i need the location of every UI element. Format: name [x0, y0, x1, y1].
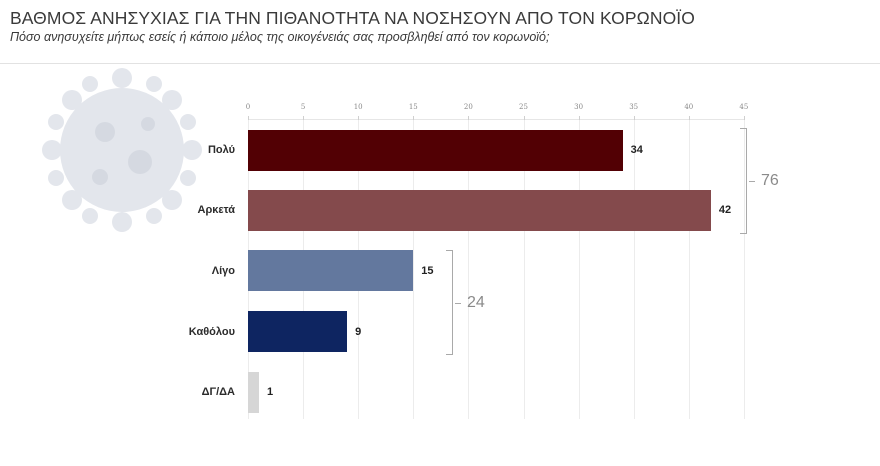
category-label: Καθόλου [188, 325, 235, 338]
gridline [743, 119, 745, 419]
bracket-tick [455, 302, 461, 304]
category-label: Λίγο [211, 264, 235, 277]
axis-tick [413, 116, 415, 120]
bracket-tick [749, 181, 755, 183]
value-label: 1 [267, 386, 274, 398]
x-tick-label: 10 [353, 103, 363, 111]
bar [248, 129, 623, 171]
x-tick-label: 25 [519, 103, 528, 111]
axis-tick [248, 116, 249, 120]
bar [248, 189, 711, 231]
axis-tick [358, 116, 360, 120]
chart-title: ΒΑΘΜΟΣ ΑΝΗΣΥΧΙΑΣ ΓΙΑ ΤΗΝ ΠΙΘΑΝΟΤΗΤΑ ΝΑ Ν… [10, 8, 695, 28]
value-label: 34 [630, 144, 643, 156]
gridline [688, 119, 690, 419]
x-axis-line [248, 119, 745, 120]
axis-tick [688, 116, 690, 120]
x-tick-label: 30 [574, 103, 584, 111]
value-label: 9 [355, 325, 362, 338]
category-label: ΔΓ/ΔΑ [201, 386, 235, 398]
axis-tick [743, 116, 745, 120]
bar [248, 311, 348, 352]
chart-subtitle: Πόσο ανησυχείτε μήπως εσείς ή κάποιο μέλ… [10, 30, 550, 44]
gridline [468, 119, 470, 419]
bar [248, 371, 260, 413]
group-bracket [446, 250, 453, 355]
gridline [523, 119, 525, 419]
group-bracket [740, 128, 747, 234]
gridline [413, 119, 415, 419]
gridline [633, 119, 635, 419]
x-tick-label: 45 [739, 103, 749, 111]
coronavirus-icon [42, 68, 202, 232]
axis-tick [468, 116, 470, 120]
value-label: 42 [718, 204, 732, 216]
x-tick-label: 0 [245, 103, 251, 111]
value-label: 15 [421, 264, 434, 277]
axis-tick [523, 116, 525, 120]
x-tick-label: 20 [463, 103, 473, 111]
category-label: Πολύ [207, 144, 235, 156]
x-tick-label: 5 [300, 103, 306, 111]
category-label: Αρκετά [197, 204, 235, 216]
group-total: 24 [467, 293, 485, 311]
axis-tick [578, 116, 580, 120]
x-tick-label: 40 [684, 103, 694, 111]
gridline [578, 119, 580, 419]
axis-tick [303, 116, 305, 120]
header-divider [0, 63, 880, 64]
group-total: 76 [761, 172, 779, 189]
axis-tick [633, 116, 635, 120]
x-tick-label: 35 [629, 103, 639, 111]
x-tick-label: 15 [408, 103, 418, 111]
bar [248, 250, 414, 291]
